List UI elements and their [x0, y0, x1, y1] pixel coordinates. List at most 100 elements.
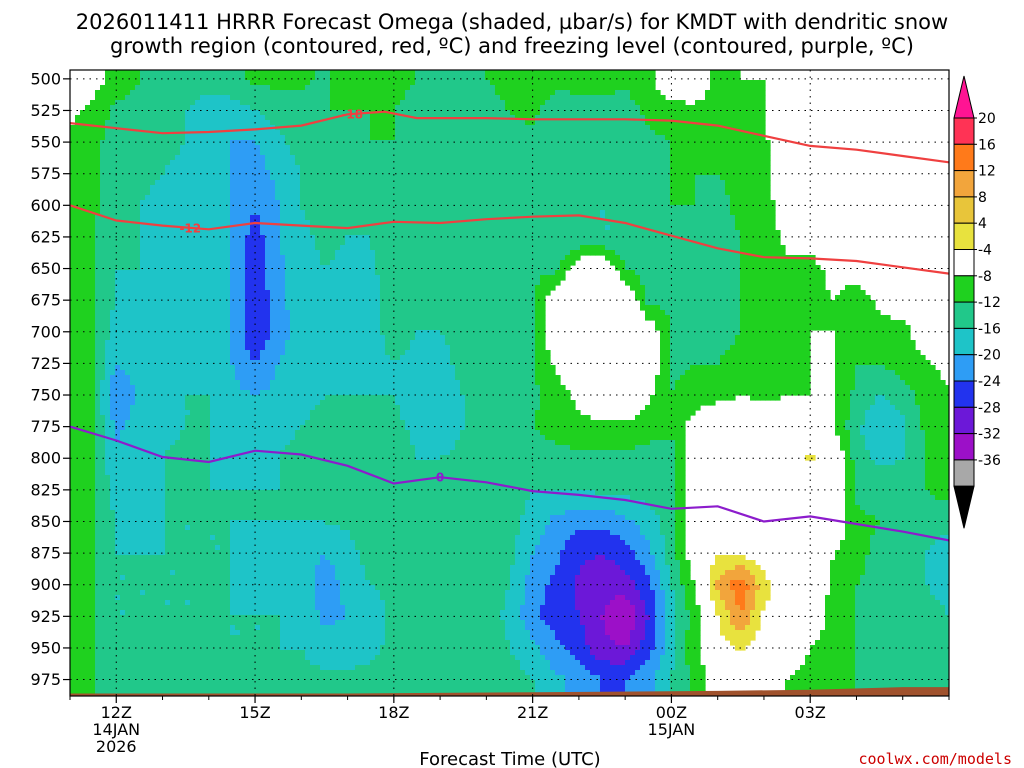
omega-cell [145, 400, 151, 406]
omega-cell [265, 145, 271, 151]
omega-cell [190, 530, 196, 536]
omega-cell [130, 250, 136, 256]
omega-cell [135, 605, 141, 611]
omega-cell [80, 665, 86, 671]
omega-cell [165, 185, 171, 191]
omega-cell [115, 500, 121, 506]
omega-cell [115, 315, 121, 321]
omega-cell [180, 230, 186, 236]
omega-cell [195, 540, 201, 546]
omega-cell [215, 270, 221, 276]
omega-cell [220, 260, 226, 266]
omega-cell [240, 335, 246, 341]
omega-cell [140, 355, 146, 361]
omega-cell [235, 260, 241, 266]
omega-cell [260, 255, 266, 261]
omega-cell [160, 440, 166, 446]
omega-cell [215, 490, 221, 496]
omega-cell [150, 405, 156, 411]
omega-cell [175, 660, 181, 666]
omega-cell [125, 615, 131, 621]
omega-cell [205, 690, 211, 696]
omega-cell [265, 675, 271, 681]
omega-cell [205, 85, 211, 91]
omega-cell [145, 395, 151, 401]
omega-cell [110, 675, 116, 681]
omega-cell [175, 565, 181, 571]
omega-cell [235, 690, 241, 696]
omega-cell [225, 130, 231, 136]
omega-cell [105, 550, 111, 556]
omega-cell [265, 665, 271, 671]
omega-cell [85, 135, 91, 141]
omega-cell [205, 405, 211, 411]
omega-cell [130, 600, 136, 606]
omega-cell [265, 555, 271, 561]
omega-cell [90, 185, 96, 191]
omega-cell [80, 315, 86, 321]
omega-cell [215, 90, 221, 96]
omega-cell [205, 105, 211, 111]
omega-cell [130, 75, 136, 81]
omega-cell [150, 630, 156, 636]
omega-cell [195, 165, 201, 171]
omega-cell [130, 440, 136, 446]
omega-cell [200, 425, 206, 431]
omega-cell [235, 685, 241, 691]
omega-cell [220, 545, 226, 551]
omega-cell [235, 670, 241, 676]
omega-cell [160, 225, 166, 231]
omega-cell [140, 270, 146, 276]
omega-cell [255, 290, 261, 296]
omega-cell [165, 305, 171, 311]
omega-cell [200, 300, 206, 306]
omega-cell [185, 435, 191, 441]
omega-cell [110, 635, 116, 641]
omega-cell [160, 530, 166, 536]
omega-cell [100, 330, 106, 336]
omega-cell [185, 150, 191, 156]
omega-cell [190, 410, 196, 416]
omega-cell [130, 415, 136, 421]
omega-cell [85, 300, 91, 306]
omega-cell [145, 500, 151, 506]
omega-cell [75, 435, 81, 441]
omega-cell [130, 590, 136, 596]
omega-cell [245, 630, 251, 636]
omega-cell [250, 440, 256, 446]
omega-cell [170, 145, 176, 151]
omega-cell [120, 575, 126, 581]
omega-cell [150, 330, 156, 336]
omega-cell [220, 485, 226, 491]
omega-cell [120, 425, 126, 431]
omega-cell [220, 355, 226, 361]
omega-cell [145, 485, 151, 491]
omega-cell [165, 225, 171, 231]
omega-cell [220, 505, 226, 511]
omega-cell [70, 660, 76, 666]
omega-cell [115, 235, 121, 241]
omega-cell [175, 505, 181, 511]
omega-cell [175, 635, 181, 641]
omega-cell [260, 205, 266, 211]
omega-cell [175, 600, 181, 606]
omega-cell [155, 115, 161, 121]
omega-cell [200, 235, 206, 241]
omega-cell [185, 425, 191, 431]
omega-cell [110, 350, 116, 356]
omega-cell [185, 630, 191, 636]
omega-cell [120, 320, 126, 326]
omega-cell [105, 320, 111, 326]
omega-cell [130, 555, 136, 561]
omega-cell [205, 355, 211, 361]
omega-cell [170, 545, 176, 551]
omega-cell [95, 160, 101, 166]
omega-cell [135, 350, 141, 356]
omega-cell [185, 540, 191, 546]
omega-cell [80, 120, 86, 126]
omega-cell [120, 615, 126, 621]
omega-cell [85, 125, 91, 131]
omega-cell [125, 100, 131, 106]
omega-cell [150, 665, 156, 671]
omega-cell [145, 430, 151, 436]
